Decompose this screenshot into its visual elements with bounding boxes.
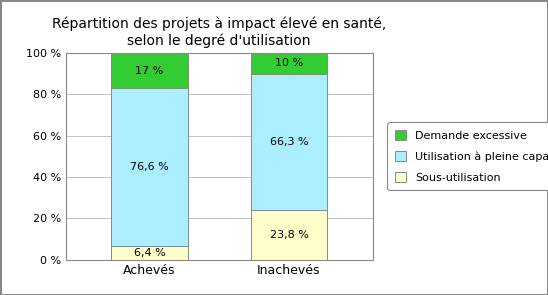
Text: 17 %: 17 % [135,66,164,76]
Text: 10 %: 10 % [275,58,303,68]
Text: 6,4 %: 6,4 % [134,248,165,258]
Bar [250,73,327,210]
Bar [111,88,188,246]
Bar [250,53,327,73]
Title: Répartition des projets à impact élevé en santé,
selon le degré d'utilisation: Répartition des projets à impact élevé e… [52,17,386,48]
Text: 66,3 %: 66,3 % [270,137,309,147]
Text: 23,8 %: 23,8 % [270,230,309,240]
Legend: Demande excessive, Utilisation à pleine capacité, Sous-utilisation: Demande excessive, Utilisation à pleine … [387,122,548,190]
Bar [111,246,188,260]
Bar [111,53,188,88]
Text: 76,6 %: 76,6 % [130,162,169,172]
Bar [250,210,327,260]
